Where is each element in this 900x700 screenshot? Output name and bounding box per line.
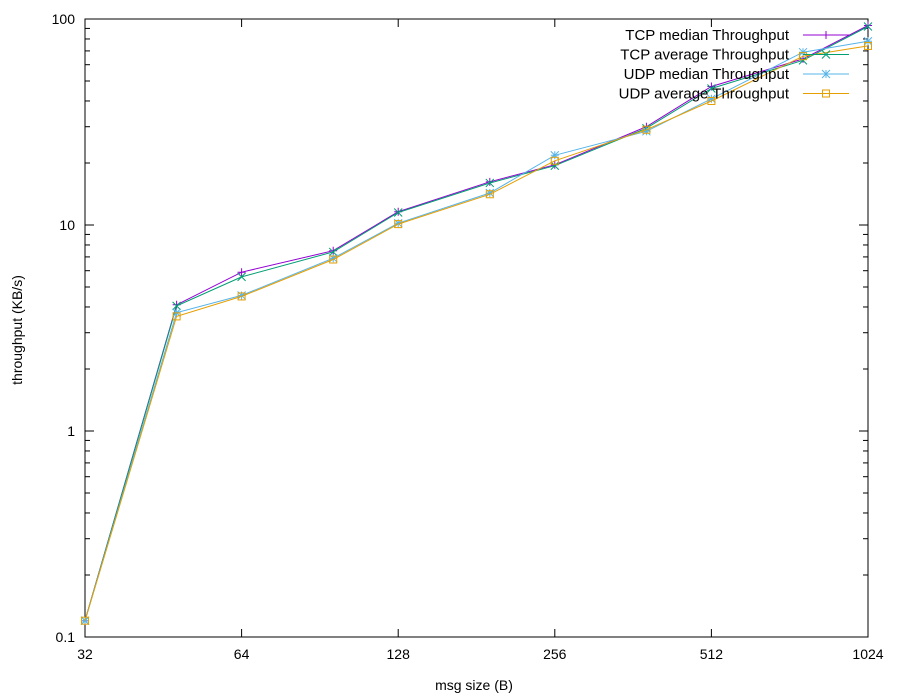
x-tick-label: 128 xyxy=(387,646,411,662)
legend-label: UDP average Throughput xyxy=(619,86,790,103)
series-line xyxy=(84,40,869,621)
y-axis: 0.1 1 10 100 xyxy=(52,11,868,645)
data-point xyxy=(707,84,716,93)
series-line xyxy=(84,25,869,621)
data-point xyxy=(707,96,716,105)
series-line xyxy=(84,45,869,621)
y-tick-label: 1 xyxy=(67,423,75,439)
data-point xyxy=(707,82,716,91)
x-tick-label: 256 xyxy=(543,646,567,662)
x-tick-label: 32 xyxy=(77,646,93,662)
data-point xyxy=(237,268,246,277)
data-point xyxy=(550,150,560,160)
data-point xyxy=(393,208,403,217)
legend-marker xyxy=(821,50,831,59)
legend-label: UDP median Throughput xyxy=(624,66,790,83)
x-tick-label: 1024 xyxy=(852,646,883,662)
series-4 xyxy=(81,41,872,625)
data-point xyxy=(863,22,873,31)
data-point xyxy=(485,190,494,199)
data-point xyxy=(328,247,338,257)
legend: TCP median Throughput TCP average Through… xyxy=(619,27,849,103)
data-point xyxy=(642,125,651,134)
data-point xyxy=(707,94,716,104)
legend-marker xyxy=(822,31,830,39)
data-point xyxy=(550,156,559,165)
y-tick-label: 10 xyxy=(59,217,75,233)
series-layer xyxy=(80,21,873,626)
data-point xyxy=(863,36,873,46)
legend-marker xyxy=(822,89,830,98)
data-point xyxy=(329,255,338,264)
legend-marker xyxy=(821,69,831,79)
data-point xyxy=(485,178,495,188)
x-axis-label: msg size (B) xyxy=(435,677,513,693)
data-point xyxy=(550,161,560,171)
data-point xyxy=(864,41,872,50)
series-3 xyxy=(80,36,873,626)
data-point xyxy=(864,21,872,30)
data-point xyxy=(485,188,495,198)
series-1 xyxy=(81,21,872,625)
plot-area xyxy=(84,18,869,638)
data-point xyxy=(799,52,808,61)
data-point xyxy=(642,126,651,136)
data-point xyxy=(328,253,338,263)
series-line xyxy=(84,26,869,621)
legend-label: TCP average Throughput xyxy=(620,47,790,64)
data-point xyxy=(237,291,246,300)
y-axis-label: throughput (KB/s) xyxy=(9,275,25,385)
data-point xyxy=(237,272,246,282)
plot-frame xyxy=(84,18,869,638)
x-tick-label: 64 xyxy=(234,646,250,662)
data-point xyxy=(172,312,181,321)
x-axis: 32 64 128 256 512 1024 xyxy=(77,19,884,662)
y-tick-label: 100 xyxy=(52,11,76,27)
y-tick-label: 0.1 xyxy=(56,629,76,645)
x-tick-label: 512 xyxy=(700,646,724,662)
legend-label: TCP median Throughput xyxy=(625,27,790,44)
data-point xyxy=(237,292,246,301)
data-point xyxy=(81,616,89,625)
data-point xyxy=(172,301,181,311)
data-point xyxy=(393,218,403,228)
data-point xyxy=(394,220,403,229)
series-2 xyxy=(80,22,873,626)
